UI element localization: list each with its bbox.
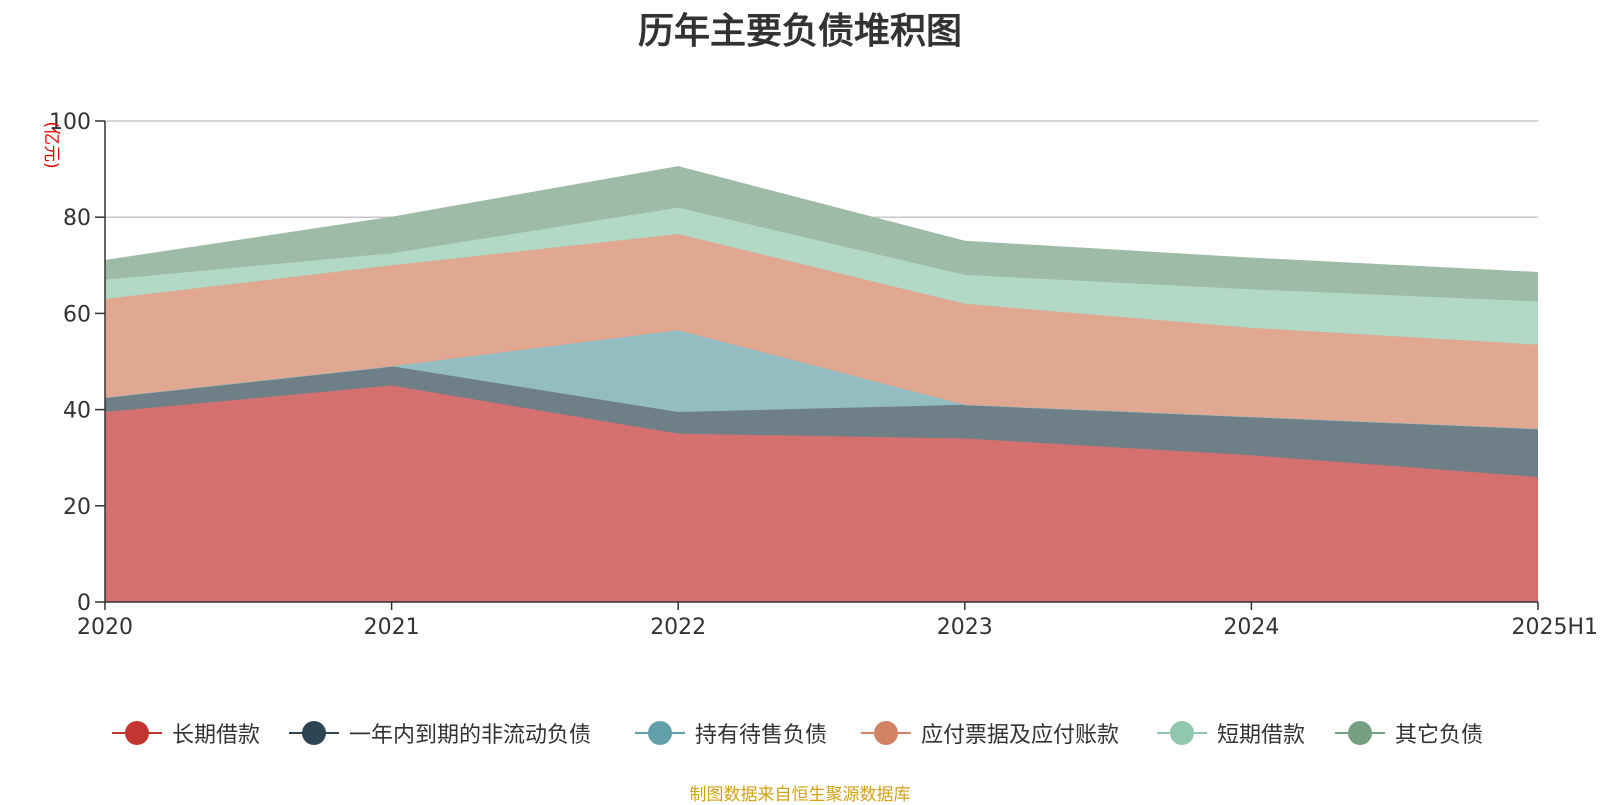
x-tick-label-1: 2021 — [364, 615, 420, 640]
y-axis-unit-label: (亿元) — [41, 121, 61, 168]
x-tick-label-0: 2020 — [77, 615, 133, 640]
axis-layer: 0 20 40 60 80 100 2020 2021 2022 2023 2024 2025H1 — [49, 110, 1598, 640]
area-series-2[interactable] — [105, 330, 1538, 429]
legend-item-3[interactable]: 应付票据及应付账款 — [861, 718, 1119, 748]
legend-label-0: 长期借款 — [172, 723, 261, 748]
x-tick-label-4: 2024 — [1223, 615, 1279, 640]
area-series-0[interactable] — [105, 385, 1538, 602]
legend: 长期借款 一年内到期的非流动负债 持有待售负债 应付票据及应付账款 短期借款 其它负债 — [0, 718, 1600, 748]
x-tick-label-5: 2025H1 — [1511, 615, 1598, 640]
y-tick-label-2: 40 — [63, 399, 91, 424]
legend-label-4: 短期借款 — [1217, 723, 1306, 748]
area-series-5[interactable] — [105, 166, 1538, 302]
legend-item-1[interactable]: 一年内到期的非流动负债 — [289, 718, 591, 748]
legend-label-1: 一年内到期的非流动负债 — [349, 723, 592, 748]
x-tick-label-3: 2023 — [937, 615, 993, 640]
area-series-3[interactable] — [105, 234, 1538, 429]
legend-marker-0 — [112, 718, 162, 748]
legend-label-2: 持有待售负债 — [695, 723, 828, 748]
legend-item-2[interactable]: 持有待售负债 — [635, 718, 827, 748]
legend-label-5: 其它负债 — [1395, 723, 1484, 748]
y-tick-label-1: 20 — [63, 495, 91, 520]
area-edge-5 — [104, 166, 1539, 274]
chart-title: 历年主要负债堆积图 — [637, 11, 962, 52]
y-tick-label-5: 100 — [49, 110, 91, 135]
y-tick-label-4: 80 — [63, 206, 91, 231]
legend-item-4[interactable]: 短期借款 — [1157, 718, 1305, 748]
legend-item-0[interactable]: 长期借款 — [112, 718, 260, 748]
legend-label-3: 应付票据及应付账款 — [921, 723, 1120, 748]
data-source-note: 制图数据来自恒生聚源数据库 — [689, 785, 911, 805]
area-layer — [104, 166, 1539, 602]
area-series-1[interactable] — [105, 366, 1538, 477]
legend-marker-3 — [861, 718, 911, 748]
x-tick-label-2: 2022 — [650, 615, 706, 640]
legend-marker-2 — [635, 718, 685, 748]
y-tick-label-3: 60 — [63, 302, 91, 327]
legend-marker-4 — [1157, 718, 1207, 748]
legend-marker-5 — [1335, 718, 1385, 748]
legend-marker-1 — [289, 718, 339, 748]
legend-item-5[interactable]: 其它负债 — [1335, 718, 1483, 748]
y-tick-label-0: 0 — [77, 591, 91, 616]
